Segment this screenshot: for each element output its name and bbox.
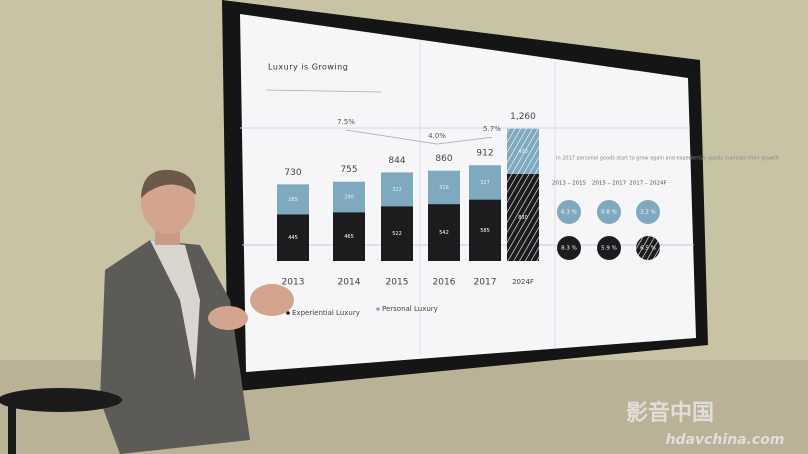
total-label: 860 <box>435 154 452 164</box>
table-leg <box>8 405 16 454</box>
x-tick-label: 2015 <box>386 278 409 288</box>
x-tick-label: 2024F <box>512 278 534 286</box>
cagr-personal: 6.3 % <box>561 210 577 216</box>
cagr-circle <box>597 200 621 224</box>
segment-label: 322 <box>392 187 402 193</box>
segment-label: 285 <box>288 197 298 203</box>
cagr-circle <box>636 200 660 224</box>
screen <box>240 14 696 372</box>
x-tick-label: 2016 <box>433 278 456 288</box>
segment-label: 430 <box>518 149 528 155</box>
shirt <box>150 240 200 380</box>
bar-segment <box>333 212 365 261</box>
bar-segment <box>381 172 413 207</box>
segment-label: 830 <box>518 215 528 221</box>
title-underline <box>265 89 383 93</box>
presenter <box>100 169 294 454</box>
growth-label: 7.5% <box>337 118 355 126</box>
period-label: 2013 – 2015 <box>552 181 587 187</box>
growth-label: 5.7% <box>483 125 501 133</box>
legend-label: Personal Luxury <box>382 305 438 313</box>
total-label: 912 <box>476 149 493 159</box>
bar-segment <box>507 173 539 261</box>
table-top <box>0 388 122 412</box>
bar-segment <box>333 181 365 213</box>
jacket <box>100 240 250 454</box>
growth-line <box>345 129 493 145</box>
period-label: 2015 – 2017 <box>592 181 627 187</box>
period-label: 2017 – 2024F <box>629 181 666 187</box>
hand <box>250 284 294 316</box>
cagr-personal: 3.2 % <box>640 210 656 216</box>
watermark-brand: 影音中国 <box>626 400 714 426</box>
bar-segment <box>469 199 501 261</box>
bar-segment <box>277 184 309 215</box>
segment-label: 585 <box>480 228 490 234</box>
legend-swatch <box>376 307 380 311</box>
total-label: 1,260 <box>510 112 536 122</box>
slide-title: Luxury is Growing <box>268 63 348 72</box>
cagr-experiential: 5.9 % <box>601 246 617 252</box>
bar-segment <box>428 204 460 261</box>
total-label: 730 <box>284 168 301 178</box>
total-label: 844 <box>388 156 405 166</box>
x-tick-label: 2013 <box>282 278 305 288</box>
segment-label: 542 <box>439 230 449 236</box>
bar-segment <box>507 128 539 174</box>
watermark-site: hdavchina.com <box>666 432 785 448</box>
cagr-experiential: 6.5 % <box>640 246 656 252</box>
cagr-personal: 0.8 % <box>601 210 617 216</box>
segment-label: 290 <box>344 194 354 200</box>
x-tick-label: 2014 <box>338 278 361 288</box>
cagr-circle <box>636 236 660 260</box>
hand <box>208 306 248 330</box>
segment-label: 327 <box>480 180 490 186</box>
legend-swatch <box>286 311 290 315</box>
segment-label: 318 <box>439 185 449 191</box>
x-tick-label: 2017 <box>474 278 497 288</box>
segment-label: 445 <box>288 235 298 241</box>
cagr-circle <box>597 236 621 260</box>
bar-segment <box>469 165 501 200</box>
note: In 2017 personal goods start to grow aga… <box>556 156 779 162</box>
growth-label: 4.0% <box>428 132 446 140</box>
bar-segment <box>277 214 309 261</box>
cagr-experiential: 8.3 % <box>561 246 577 252</box>
bar-segment <box>381 206 413 261</box>
cagr-circle <box>557 236 581 260</box>
segment-label: 522 <box>392 231 402 237</box>
total-label: 755 <box>340 165 357 175</box>
legend-label: Experiential Luxury <box>292 309 360 317</box>
segment-label: 465 <box>344 234 354 240</box>
cagr-circle <box>557 200 581 224</box>
bar-segment <box>428 170 460 205</box>
hair <box>141 169 196 198</box>
